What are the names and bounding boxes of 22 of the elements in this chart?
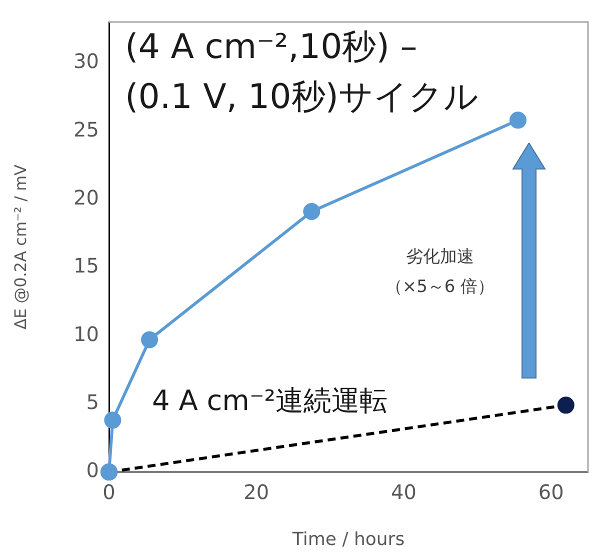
point xyxy=(104,412,122,429)
series-label: 4 A cm⁻²連続運転 xyxy=(152,384,388,417)
y-tick-label: 30 xyxy=(74,49,99,74)
annotation: 劣化加速 xyxy=(406,247,474,267)
point xyxy=(141,331,158,348)
point xyxy=(303,203,320,220)
point xyxy=(557,396,574,414)
y-tick-label: 15 xyxy=(74,254,99,278)
x-tick-label: 40 xyxy=(391,480,416,504)
point xyxy=(509,112,526,129)
annotation: （×5～6 倍） xyxy=(385,277,495,297)
x-tick-label: 60 xyxy=(538,480,564,504)
series-label: (4 A cm⁻²,10秒) – (0.1 V, 10秒)サイクル xyxy=(125,27,479,117)
y-tick-label: 0 xyxy=(86,458,99,482)
x-axis-title: Time / hours xyxy=(291,528,405,550)
y-tick-label: 5 xyxy=(86,390,99,414)
y-tick-label: 25 xyxy=(74,117,99,142)
y-tick-label: 20 xyxy=(74,185,99,210)
x-tick-label: 20 xyxy=(244,480,270,504)
y-axis-title: ΔE @0.2A cm⁻² / mV xyxy=(10,164,30,330)
y-tick-label: 10 xyxy=(74,322,99,346)
x-tick-label: 0 xyxy=(102,480,116,504)
